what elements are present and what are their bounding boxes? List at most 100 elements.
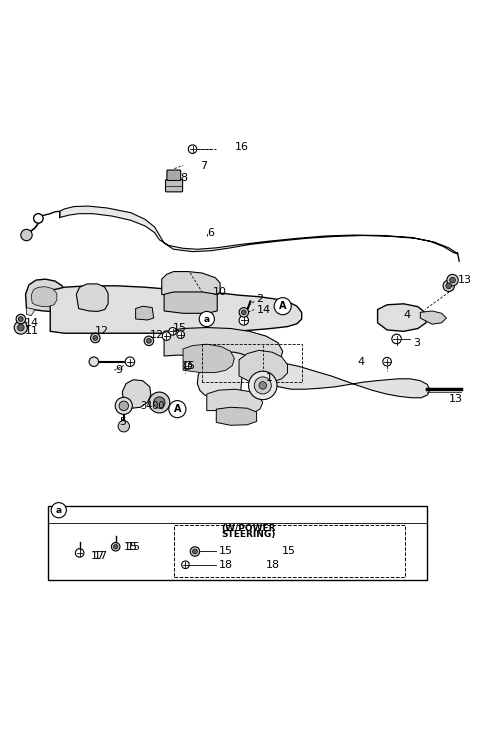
Text: 13: 13 xyxy=(458,275,472,285)
Text: 14: 14 xyxy=(257,305,271,314)
Polygon shape xyxy=(26,308,35,316)
Circle shape xyxy=(21,230,32,240)
Polygon shape xyxy=(197,352,430,399)
Circle shape xyxy=(383,357,391,366)
Text: 15: 15 xyxy=(219,547,233,556)
Text: 17: 17 xyxy=(94,551,108,561)
Circle shape xyxy=(154,397,165,408)
Text: 7: 7 xyxy=(200,162,207,171)
Polygon shape xyxy=(162,271,220,298)
Polygon shape xyxy=(76,284,108,311)
Polygon shape xyxy=(378,304,426,331)
Circle shape xyxy=(274,298,291,315)
Circle shape xyxy=(239,316,249,325)
Circle shape xyxy=(111,542,120,551)
Text: 3: 3 xyxy=(413,338,420,348)
Circle shape xyxy=(241,310,246,315)
Polygon shape xyxy=(50,286,301,333)
Circle shape xyxy=(75,549,84,557)
Text: 15: 15 xyxy=(282,545,296,556)
Text: 13: 13 xyxy=(449,394,463,404)
Circle shape xyxy=(114,545,118,549)
Text: 11: 11 xyxy=(24,326,38,336)
Circle shape xyxy=(17,325,24,331)
Polygon shape xyxy=(136,306,154,320)
Polygon shape xyxy=(60,206,458,254)
Circle shape xyxy=(119,401,129,411)
Polygon shape xyxy=(239,350,288,384)
Circle shape xyxy=(14,321,27,334)
Text: (W/POWER: (W/POWER xyxy=(221,524,276,533)
Circle shape xyxy=(118,420,130,432)
Circle shape xyxy=(146,338,151,343)
Text: 18: 18 xyxy=(266,560,280,569)
Text: A: A xyxy=(174,404,181,414)
FancyBboxPatch shape xyxy=(167,170,180,181)
Text: 8: 8 xyxy=(180,173,188,183)
Circle shape xyxy=(188,145,197,154)
FancyBboxPatch shape xyxy=(166,180,182,192)
Text: 14: 14 xyxy=(24,318,39,327)
FancyBboxPatch shape xyxy=(48,507,427,580)
Circle shape xyxy=(16,314,25,324)
Text: 15: 15 xyxy=(124,542,138,552)
Circle shape xyxy=(447,274,458,286)
Circle shape xyxy=(239,308,249,317)
Text: 2: 2 xyxy=(257,294,264,304)
Circle shape xyxy=(199,311,215,327)
Text: 12: 12 xyxy=(150,330,164,340)
Text: 4: 4 xyxy=(404,310,411,320)
Circle shape xyxy=(93,336,97,341)
Polygon shape xyxy=(420,311,446,325)
Text: 15: 15 xyxy=(182,361,196,371)
Text: 15: 15 xyxy=(173,322,187,333)
Text: 16: 16 xyxy=(235,143,249,152)
Circle shape xyxy=(169,401,186,417)
Polygon shape xyxy=(164,292,217,314)
Polygon shape xyxy=(31,287,57,307)
Text: 18: 18 xyxy=(219,560,233,569)
Circle shape xyxy=(115,397,132,414)
Circle shape xyxy=(443,280,455,292)
Circle shape xyxy=(259,382,266,389)
Circle shape xyxy=(91,333,100,343)
Text: 12: 12 xyxy=(96,326,109,336)
Text: STEERING): STEERING) xyxy=(221,530,276,539)
Text: a: a xyxy=(56,506,62,515)
Circle shape xyxy=(192,549,197,554)
Circle shape xyxy=(34,213,43,223)
Circle shape xyxy=(51,503,66,518)
Circle shape xyxy=(177,331,184,338)
Text: 4: 4 xyxy=(358,357,365,367)
Polygon shape xyxy=(216,407,257,425)
Text: 17: 17 xyxy=(91,551,105,561)
Circle shape xyxy=(181,561,189,569)
Text: A: A xyxy=(279,301,287,311)
Text: 1: 1 xyxy=(266,374,273,383)
Circle shape xyxy=(162,332,171,341)
Circle shape xyxy=(18,317,23,322)
Circle shape xyxy=(125,357,135,366)
Text: 6: 6 xyxy=(207,227,214,238)
Circle shape xyxy=(169,327,177,335)
Text: 9: 9 xyxy=(116,366,123,375)
Polygon shape xyxy=(122,379,151,408)
Polygon shape xyxy=(164,327,283,371)
Circle shape xyxy=(392,334,401,344)
Circle shape xyxy=(184,362,192,369)
Circle shape xyxy=(450,277,456,283)
Circle shape xyxy=(254,377,271,394)
Circle shape xyxy=(89,357,98,366)
Circle shape xyxy=(144,336,154,346)
Polygon shape xyxy=(207,389,263,415)
Circle shape xyxy=(446,283,452,289)
Polygon shape xyxy=(25,279,65,311)
Circle shape xyxy=(249,371,277,400)
Text: 5: 5 xyxy=(119,417,126,428)
Text: a: a xyxy=(204,314,210,324)
Circle shape xyxy=(149,392,170,413)
Circle shape xyxy=(190,547,200,556)
Text: 10: 10 xyxy=(213,287,227,297)
Polygon shape xyxy=(183,344,234,373)
Text: 3400: 3400 xyxy=(140,401,165,411)
